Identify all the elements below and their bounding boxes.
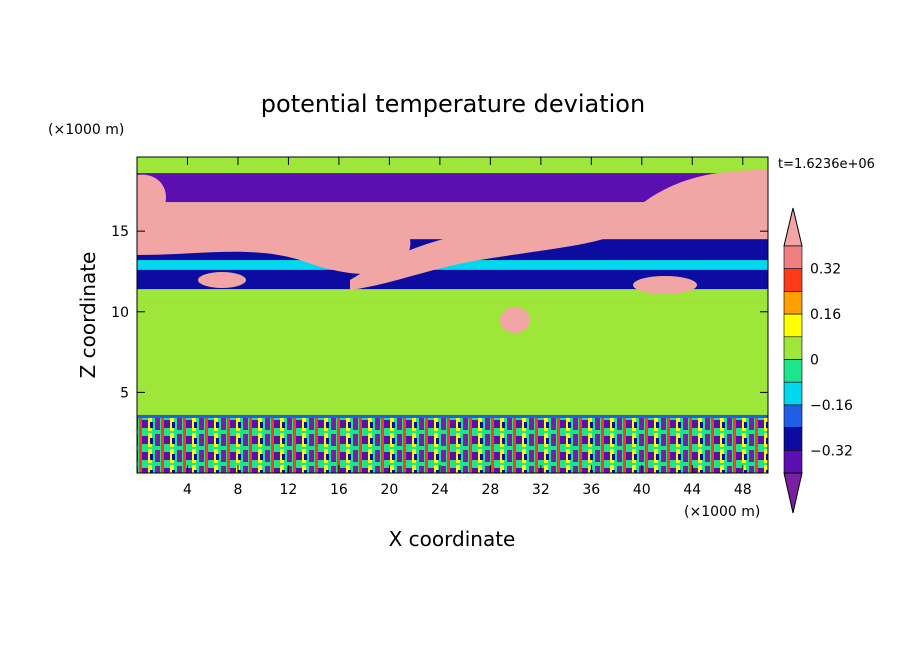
field-band-0	[137, 157, 768, 174]
colorbar-tick-label: −0.16	[810, 398, 853, 414]
mid-anomaly	[500, 307, 530, 333]
upper-plume-mid	[350, 228, 620, 290]
chart-title: potential temperature deviation	[261, 90, 645, 118]
y-unit-label: (×1000 m)	[48, 122, 124, 138]
x-tick-label: 12	[280, 482, 298, 498]
colorbar-cell	[783, 359, 803, 383]
colorbar-cell	[783, 336, 803, 360]
upper-plume-topleft	[137, 174, 166, 214]
x-tick-label: 4	[183, 482, 192, 498]
colorbar-cell	[783, 381, 803, 406]
field-band-5	[137, 269, 768, 290]
lobe-11km-left	[198, 272, 246, 288]
x-tick-label: 28	[481, 482, 499, 498]
x-tick-label: 36	[582, 482, 600, 498]
colorbar-max-arrow	[783, 207, 803, 247]
colorbar-cell	[783, 449, 803, 474]
x-tick-label: 32	[532, 482, 550, 498]
colorbar-tick-label: −0.32	[810, 443, 853, 459]
boundary-layer-turbulence	[137, 418, 768, 473]
y-axis: 5 10 15	[111, 224, 768, 401]
colorbar-cell	[783, 313, 803, 338]
y-tick-label: 15	[111, 224, 129, 240]
x-tick-label: 40	[633, 482, 651, 498]
upper-plume-left	[137, 212, 411, 275]
x-tick-label: 44	[683, 482, 701, 498]
colorbar-cell	[783, 245, 803, 270]
field-band-6	[137, 289, 768, 304]
colorbar-tick-label: 0.16	[810, 307, 841, 323]
x-axis: 4 8 12 16 20 24 28 32 36 40 44 48	[183, 157, 752, 498]
field-band-7	[137, 303, 768, 415]
plot-frame	[136, 156, 769, 474]
colorbar-min-arrow	[783, 472, 803, 514]
y-tick-label: 10	[111, 305, 129, 321]
time-label: t=1.6236e+06	[778, 157, 875, 172]
x-tick-label: 8	[233, 482, 242, 498]
y-axis-label: Z coordinate	[76, 252, 100, 379]
x-unit-label: (×1000 m)	[684, 504, 760, 520]
x-tick-label: 20	[380, 482, 398, 498]
colorbar-cell	[783, 268, 803, 292]
upper-plume-right	[640, 170, 768, 220]
x-tick-label: 24	[431, 482, 449, 498]
colorbar-cell	[783, 291, 803, 315]
x-axis-label: X coordinate	[389, 527, 516, 551]
colorbar-cell	[783, 404, 803, 428]
colorbar: 0.32 0.16 0 −0.16 −0.32	[783, 207, 853, 514]
x-tick-label: 16	[330, 482, 348, 498]
lobe-11km-right	[633, 276, 697, 294]
colorbar-tick-label: 0.32	[810, 262, 841, 278]
y-tick-label: 5	[120, 385, 129, 401]
colorbar-cell	[783, 427, 803, 451]
colorbar-tick-label: 0	[810, 353, 819, 369]
contour-field	[137, 157, 768, 473]
x-tick-label: 48	[734, 482, 752, 498]
